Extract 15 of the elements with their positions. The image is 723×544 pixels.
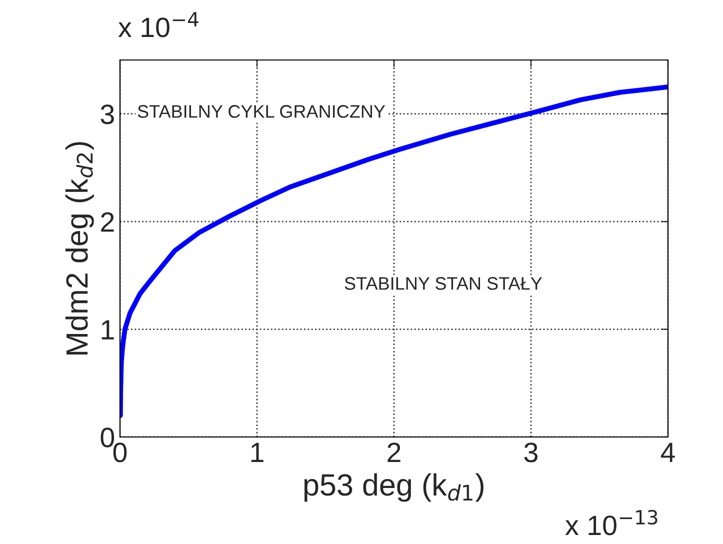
x-tick-label: 1 <box>251 442 264 462</box>
x-tick-label: 4 <box>660 442 675 462</box>
y-tick-label: 1 <box>102 320 114 340</box>
text: x 10$^{−13}$ <box>565 510 658 536</box>
y-axis-title: Mdm2 deg (k$_{d2}$) <box>65 142 94 354</box>
x-tick-label: 2 <box>388 442 400 462</box>
text: x 10$^{−4}$ <box>118 12 198 38</box>
y-tick-label: 3 <box>100 104 114 124</box>
y-tick-label: 2 <box>101 212 114 232</box>
annotation: STABILNY STAN STAŁY <box>344 277 542 290</box>
x-axis-title: p53 deg (k$_{d1}$) <box>304 473 484 502</box>
annotation: STABILNY CYKL GRANICZNY <box>138 105 386 118</box>
y-tick-label: 0 <box>100 428 114 448</box>
x-tick-label: 3 <box>524 442 538 462</box>
line-series <box>120 84 668 418</box>
